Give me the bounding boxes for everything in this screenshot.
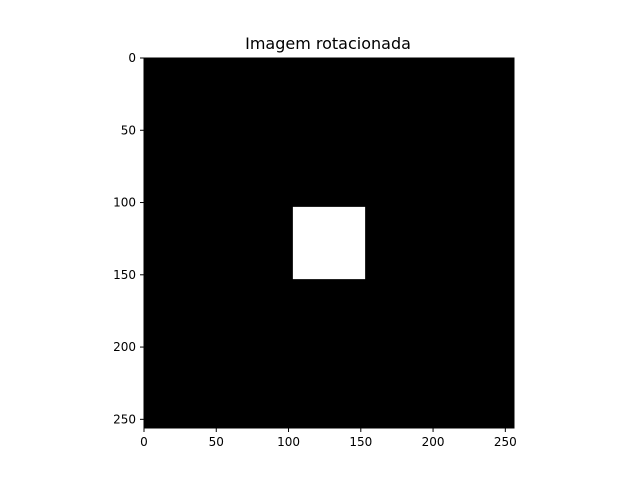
y-tick-label: 150 (113, 268, 136, 282)
x-tick-label: 50 (209, 435, 224, 449)
y-tick-label: 100 (113, 196, 136, 210)
y-axis: 0 50 100 150 200 250 (113, 51, 144, 426)
x-tick-label: 200 (422, 435, 445, 449)
y-tick-label: 0 (128, 51, 136, 65)
y-tick-label: 200 (113, 340, 136, 354)
x-tick-label: 150 (349, 435, 372, 449)
chart-title: Imagem rotacionada (245, 34, 411, 53)
x-tick-label: 0 (140, 435, 148, 449)
x-tick-label: 100 (277, 435, 300, 449)
x-tick-label: 250 (494, 435, 517, 449)
plot-area (143, 57, 515, 429)
y-tick-label: 250 (113, 412, 136, 426)
y-tick-label: 50 (121, 123, 136, 137)
x-axis: 0 50 100 150 200 250 (140, 428, 517, 449)
white-square (292, 206, 366, 280)
axes-frame (143, 57, 515, 429)
